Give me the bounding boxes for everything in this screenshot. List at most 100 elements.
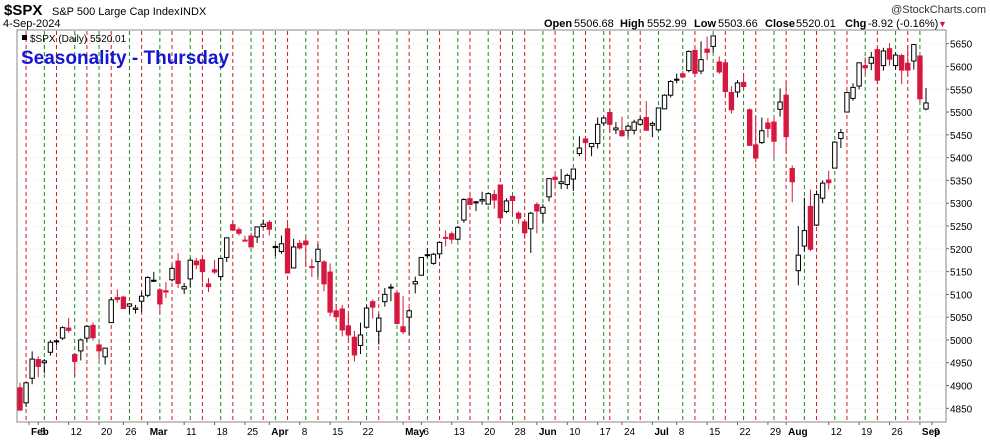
candle bbox=[844, 91, 850, 113]
candle bbox=[649, 121, 656, 138]
candle-body-down bbox=[163, 290, 169, 293]
candle-body-down bbox=[303, 240, 309, 246]
candle bbox=[455, 226, 461, 241]
candle bbox=[236, 227, 242, 236]
candle-body-down bbox=[619, 130, 625, 137]
candle-body-up bbox=[145, 277, 151, 296]
x-tick-label: 26 bbox=[125, 427, 137, 438]
y-tick-label: 4950 bbox=[950, 359, 973, 370]
candle bbox=[716, 56, 722, 74]
candle-body-up bbox=[363, 307, 370, 328]
candle bbox=[461, 198, 467, 223]
close-label: Close bbox=[765, 18, 795, 30]
candle bbox=[917, 55, 923, 103]
candle bbox=[126, 303, 133, 314]
candle bbox=[467, 191, 473, 206]
candle-body-down bbox=[898, 55, 905, 71]
candle-body-down bbox=[266, 221, 272, 230]
candle-body-up bbox=[667, 81, 674, 96]
candle bbox=[534, 202, 540, 234]
candle-body-down bbox=[120, 296, 127, 310]
candle-body-up bbox=[41, 360, 48, 364]
candle-body-up bbox=[412, 281, 418, 285]
candle-body-up bbox=[601, 117, 607, 124]
candle bbox=[290, 238, 297, 269]
candle-body-down bbox=[351, 336, 358, 356]
candle bbox=[868, 51, 874, 71]
candle-body-down bbox=[467, 198, 473, 206]
y-axis: 4850 4900 4950 5000 5050 5100 5150 5200 5250 5300… bbox=[946, 40, 973, 415]
candle-body-down bbox=[886, 48, 893, 60]
x-tick-label: Feb bbox=[31, 427, 49, 438]
y-tick-label: 4900 bbox=[950, 382, 973, 393]
candle bbox=[35, 356, 41, 378]
x-tick-label: 29 bbox=[770, 427, 782, 438]
high-value: 5552.99 bbox=[647, 18, 687, 30]
y-tick-label: 5000 bbox=[950, 336, 973, 347]
candle-body-down bbox=[400, 326, 406, 333]
candle bbox=[47, 339, 54, 356]
candle bbox=[369, 299, 376, 319]
candle-body-up bbox=[819, 182, 826, 199]
candle bbox=[637, 116, 643, 126]
candle-body-up bbox=[613, 127, 619, 131]
candle-body-down bbox=[236, 229, 242, 234]
x-tick-label: 9 bbox=[934, 427, 940, 438]
ohlc-summary: Open 5506.68 High 5552.99 Low 5503.66 Cl… bbox=[544, 18, 947, 30]
candle-body-up bbox=[576, 147, 583, 155]
x-tick-label: 25 bbox=[247, 427, 259, 438]
x-tick-label: 22 bbox=[740, 427, 752, 438]
candle-body-up bbox=[759, 130, 765, 144]
candle bbox=[491, 189, 497, 209]
candle-body-up bbox=[838, 132, 844, 139]
candle-body-up bbox=[479, 199, 485, 202]
candle bbox=[704, 36, 710, 61]
exchange-label: INDX bbox=[180, 6, 207, 18]
candle bbox=[874, 46, 881, 85]
candle bbox=[692, 47, 698, 78]
candle bbox=[78, 338, 84, 361]
candle-body-up bbox=[272, 246, 279, 249]
candle bbox=[601, 116, 607, 126]
x-tick-label: Jul bbox=[654, 427, 669, 438]
candle-body-down bbox=[345, 325, 352, 336]
candle bbox=[138, 292, 145, 313]
series-legend: $SPX (Daily) 5520.01 bbox=[22, 34, 127, 45]
candle-body-down bbox=[521, 221, 528, 234]
candle bbox=[357, 322, 364, 355]
candle-body-down bbox=[242, 239, 248, 242]
candle-body-up bbox=[710, 35, 716, 47]
candle-body-up bbox=[558, 181, 564, 185]
candle-body-up bbox=[649, 122, 656, 126]
candle-body-down bbox=[309, 266, 315, 269]
candle-body-down bbox=[321, 261, 327, 285]
candle bbox=[424, 248, 431, 258]
x-tick-label: 26 bbox=[892, 427, 904, 438]
candle-body-down bbox=[230, 224, 236, 231]
candle bbox=[759, 117, 765, 144]
watermark: @StockCharts.com bbox=[891, 4, 986, 16]
candle-body-down bbox=[746, 109, 753, 146]
candle-body-down bbox=[205, 283, 212, 288]
candle bbox=[746, 108, 753, 146]
high-label: High bbox=[620, 18, 645, 30]
candle bbox=[339, 304, 345, 337]
candle bbox=[303, 237, 309, 268]
candle-body-up bbox=[23, 382, 29, 404]
x-tick-label: 12 bbox=[71, 427, 83, 438]
x-tick-label: 19 bbox=[861, 427, 873, 438]
candle bbox=[795, 226, 801, 286]
candle-body-up bbox=[102, 347, 108, 358]
candle bbox=[102, 347, 108, 365]
candle bbox=[205, 277, 212, 293]
candle bbox=[309, 258, 315, 278]
candle-body-up bbox=[181, 286, 187, 290]
open-label: Open bbox=[544, 18, 572, 30]
candle-body-up bbox=[570, 168, 577, 180]
x-tick-label: Aug bbox=[788, 427, 807, 438]
candle-body-up bbox=[594, 123, 601, 144]
candle-body-up bbox=[430, 253, 437, 264]
candle-body-up bbox=[473, 201, 479, 204]
candle bbox=[674, 73, 680, 84]
candle-body-up bbox=[892, 54, 899, 67]
